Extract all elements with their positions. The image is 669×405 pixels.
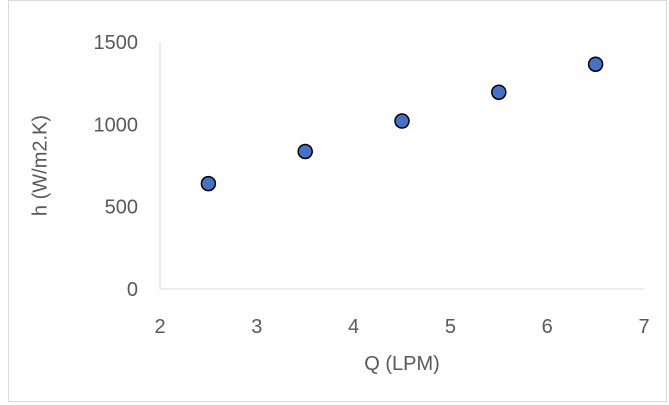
y-tick-label: 500	[105, 197, 138, 219]
y-tick-label: 1000	[94, 114, 139, 136]
data-point	[394, 113, 410, 129]
data-point	[200, 175, 217, 192]
data-points	[200, 56, 604, 192]
y-tick-label: 1500	[94, 32, 139, 54]
data-point	[587, 56, 604, 72]
x-tick-label: 2	[154, 316, 165, 338]
x-tick-label: 6	[542, 316, 553, 338]
x-tick-label: 7	[638, 316, 649, 338]
y-tick-labels: 0 500 1000 1500	[94, 32, 139, 301]
data-point	[297, 143, 313, 160]
x-tick-label: 4	[348, 316, 359, 338]
chart-frame	[8, 0, 667, 402]
x-tick-label: 3	[251, 316, 262, 338]
y-axis-title: h (W/m2.K)	[29, 115, 51, 216]
y-tick-label: 0	[127, 279, 138, 301]
data-point	[491, 84, 507, 100]
x-axis-title: Q (LPM)	[364, 353, 440, 375]
x-tick-labels: 2 3 4 5 6 7	[154, 316, 649, 338]
axes	[159, 42, 644, 290]
x-tick-label: 5	[445, 316, 456, 338]
